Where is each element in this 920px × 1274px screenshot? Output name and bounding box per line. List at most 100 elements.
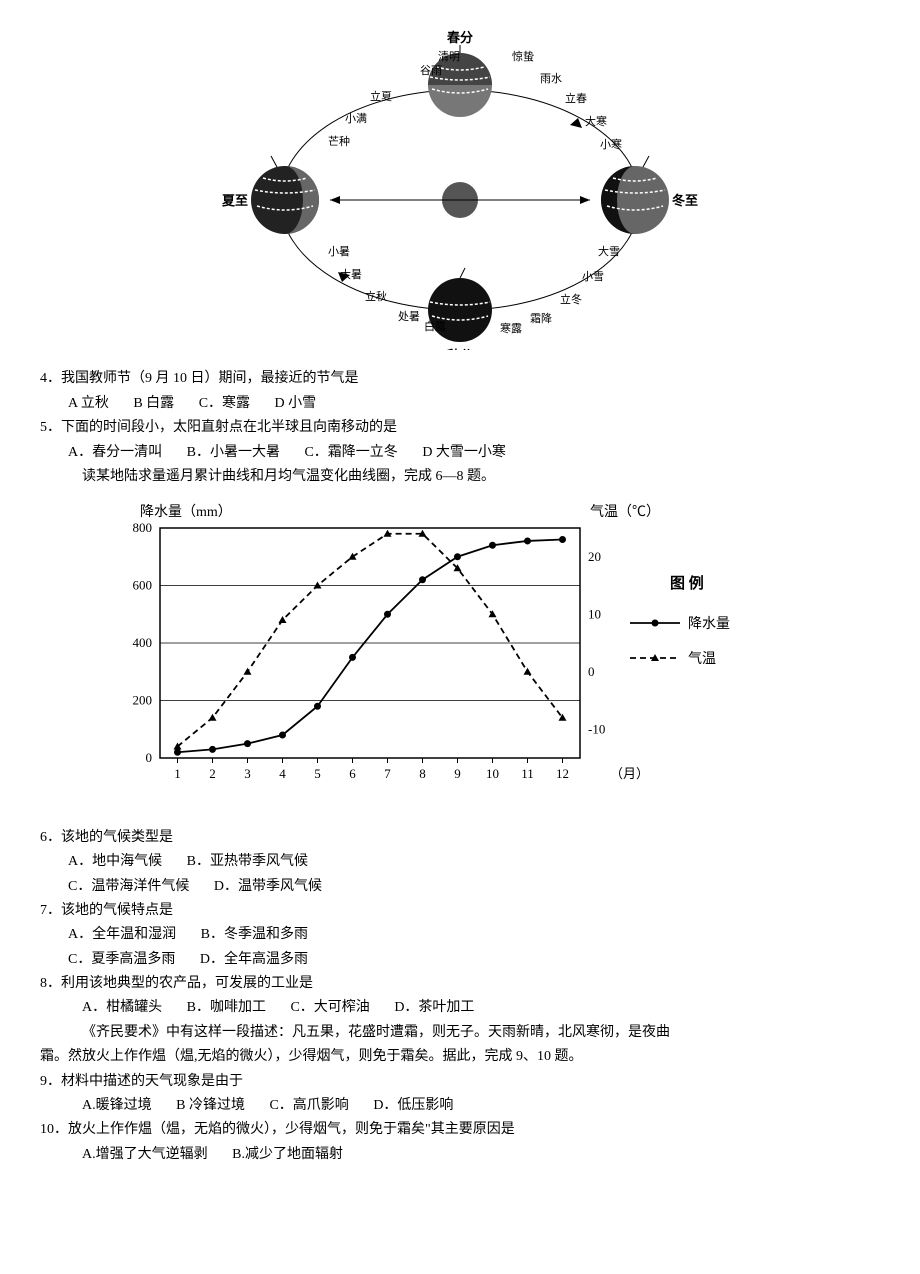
q9-options: A.暖锋过境 B 冷锋过境 C．高爪影响 D．低压影响 (40, 1095, 880, 1117)
q4-options: A 立秋 B 白露 C．寒露 D 小雪 (40, 393, 880, 415)
q8-a: A．柑橘罐头 (82, 997, 162, 1019)
q5-b: B．小暑一大暑 (187, 442, 280, 464)
climate-svg: 降水量（mm）气温（℃）0200400600800-10010201234567… (100, 498, 800, 808)
passage-line2: 霜。然放火上作作煴（煴,无焰的微火），少得烟气，则免于霜矣。据此，完成 9、10… (40, 1046, 880, 1068)
svg-text:降水量: 降水量 (688, 616, 730, 632)
svg-text:立春: 立春 (565, 91, 587, 105)
svg-text:-10: -10 (588, 722, 605, 737)
svg-text:气温（℃）: 气温（℃） (590, 504, 660, 520)
svg-text:小满: 小满 (345, 112, 367, 125)
q7-c: C．夏季高温多雨 (68, 949, 175, 971)
passage-line1: 《齐民要术》中有这样一段描述：凡五果，花盛时遭霜，则无子。天雨新晴，北风寒彻，是… (40, 1022, 880, 1044)
svg-text:白露: 白露 (424, 319, 446, 333)
q7-b: B．冬季温和多雨 (201, 924, 308, 946)
svg-text:立夏: 立夏 (370, 89, 392, 103)
svg-text:200: 200 (133, 693, 153, 708)
svg-text:800: 800 (133, 520, 153, 535)
svg-text:10: 10 (486, 766, 499, 781)
q5-options: A．春分一清叫 B．小暑一大暑 C．霜降一立冬 D 大雪一小寒 (40, 442, 880, 464)
svg-text:芒种: 芒种 (328, 134, 350, 148)
q7-row1: A．全年温和湿润 B．冬季温和多雨 (40, 924, 880, 946)
svg-text:图 例: 图 例 (670, 574, 704, 592)
q8-b: B．咖啡加工 (187, 997, 266, 1019)
svg-text:400: 400 (133, 635, 153, 650)
svg-text:8: 8 (419, 766, 426, 781)
q6-c: C．温带海洋件气候 (68, 876, 189, 898)
q4-c: C．寒露 (199, 393, 250, 415)
svg-text:11: 11 (521, 766, 534, 781)
q7-a: A．全年温和湿润 (68, 924, 176, 946)
orbit-svg: 春分 秋分 夏至 冬至 谷雨 清明 立夏 小满 芒种 惊蛰 雨水 立春 大寒 小… (220, 30, 700, 350)
svg-text:雨水: 雨水 (540, 72, 562, 85)
climate-chart: 降水量（mm）气温（℃）0200400600800-10010201234567… (100, 498, 880, 816)
svg-text:12: 12 (556, 766, 569, 781)
q10-options: A.增强了大气逆辐剥 B.减少了地面辐射 (40, 1144, 880, 1166)
svg-text:20: 20 (588, 549, 601, 564)
q6-d: D．温带季风气候 (214, 876, 322, 898)
q10-a: A.增强了大气逆辐剥 (82, 1144, 208, 1166)
q8-options: A．柑橘罐头 B．咖啡加工 C．大可榨油 D．茶叶加工 (40, 997, 880, 1019)
svg-text:大暑: 大暑 (340, 267, 362, 281)
svg-text:2: 2 (209, 766, 216, 781)
q5-c: C．霜降一立冬 (304, 442, 397, 464)
q8-d: D．茶叶加工 (394, 997, 474, 1019)
svg-text:处暑: 处暑 (398, 310, 420, 323)
q5-stem: 5．下面的时间段小，太阳直射点在北半球且向南移动的是 (40, 417, 880, 439)
q8-stem: 8．利用该地典型的农产品，可发展的工业是 (40, 973, 880, 995)
q4-a: A 立秋 (68, 393, 109, 415)
q9-d: D．低压影响 (373, 1095, 453, 1117)
q6-b: B．亚热带季风气候 (187, 851, 308, 873)
q5-lead: 读某地陆求量遥月累计曲线和月均气温变化曲线圈，完成 6—8 题。 (40, 466, 880, 488)
svg-text:霜降: 霜降 (530, 311, 552, 325)
svg-text:降水量（mm）: 降水量（mm） (140, 504, 232, 520)
q8-c: C．大可榨油 (290, 997, 369, 1019)
svg-text:3: 3 (244, 766, 251, 781)
svg-text:寒露: 寒露 (500, 321, 522, 335)
svg-text:惊蛰: 惊蛰 (512, 49, 534, 63)
svg-text:大雪: 大雪 (598, 244, 620, 258)
svg-text:小雪: 小雪 (582, 270, 604, 283)
svg-text:600: 600 (133, 578, 153, 593)
q9-stem: 9．材料中描述的天气现象是由于 (40, 1071, 880, 1093)
svg-text:谷雨: 谷雨 (420, 64, 442, 77)
svg-text:（月）: （月） (610, 766, 649, 781)
svg-text:小暑: 小暑 (328, 245, 350, 258)
svg-text:10: 10 (588, 607, 601, 622)
label-xiazhi: 夏至 (221, 193, 248, 208)
q5-a: A．春分一清叫 (68, 442, 162, 464)
svg-text:5: 5 (314, 766, 321, 781)
svg-text:7: 7 (384, 766, 391, 781)
q7-row2: C．夏季高温多雨 D．全年高温多雨 (40, 949, 880, 971)
q6-a: A．地中海气候 (68, 851, 162, 873)
svg-text:9: 9 (454, 766, 461, 781)
svg-text:1: 1 (174, 766, 181, 781)
q4-b: B 白露 (133, 393, 174, 415)
label-chunfen: 春分 (446, 30, 473, 45)
q4-stem: 4．我国教师节（9 月 10 日）期间，最接近的节气是 (40, 368, 880, 390)
svg-text:0: 0 (146, 750, 153, 765)
q4-d: D 小雪 (275, 393, 317, 415)
orbit-diagram: 春分 秋分 夏至 冬至 谷雨 清明 立夏 小满 芒种 惊蛰 雨水 立春 大寒 小… (40, 30, 880, 358)
svg-text:6: 6 (349, 766, 356, 781)
q9-a: A.暖锋过境 (82, 1095, 152, 1117)
svg-text:清明: 清明 (438, 50, 460, 63)
svg-text:立秋: 立秋 (365, 289, 387, 303)
svg-text:气温: 气温 (688, 651, 716, 667)
q10-stem: 10．放火上作作煴（煴，无焰的微火），少得烟气，则免于霜矣"其主要原因是 (40, 1119, 880, 1141)
svg-text:小寒: 小寒 (600, 137, 622, 151)
q9-c: C．高爪影响 (269, 1095, 348, 1117)
q9-b: B 冷锋过境 (176, 1095, 245, 1117)
q5-d: D 大雪一小寒 (422, 442, 506, 464)
svg-text:立冬: 立冬 (560, 292, 582, 306)
svg-text:0: 0 (588, 664, 595, 679)
q7-stem: 7．该地的气候特点是 (40, 900, 880, 922)
q6-row1: A．地中海气候 B．亚热带季风气候 (40, 851, 880, 873)
svg-text:大寒: 大寒 (585, 114, 607, 128)
label-dongzhi: 冬至 (672, 193, 698, 208)
q6-stem: 6．该地的气候类型是 (40, 827, 880, 849)
label-qiufen: 秋分 (447, 348, 473, 350)
svg-text:4: 4 (279, 766, 286, 781)
q7-d: D．全年高温多雨 (200, 949, 308, 971)
q10-b: B.减少了地面辐射 (232, 1144, 343, 1166)
q6-row2: C．温带海洋件气候 D．温带季风气候 (40, 876, 880, 898)
